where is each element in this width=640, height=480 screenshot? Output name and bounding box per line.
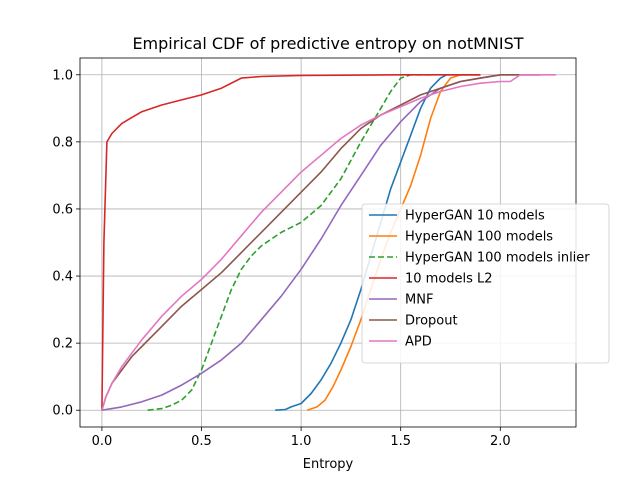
y-tick-label: 1.0 bbox=[52, 68, 73, 83]
series-line-3 bbox=[147, 74, 431, 411]
series-line-6 bbox=[101, 74, 541, 411]
plot-area: 0.0 0.5 1.0 1.5 2.0 0.0 0.2 0.4 0.6 0.8 1.0 bbox=[52, 57, 577, 449]
legend-label: Dropout bbox=[405, 314, 458, 329]
legend-box bbox=[361, 203, 610, 364]
series-line-7 bbox=[101, 74, 557, 411]
legend-label: APD bbox=[405, 335, 432, 350]
legend: HyperGAN 10 models HyperGAN 100 models Hyp… bbox=[361, 203, 610, 364]
series-line-4 bbox=[101, 74, 481, 411]
x-axis-label: Entropy bbox=[303, 457, 354, 472]
legend-label: HyperGAN 100 models inlier bbox=[405, 251, 590, 266]
y-tick-label: 0.6 bbox=[52, 202, 73, 217]
legend-label: HyperGAN 10 models bbox=[405, 209, 545, 224]
x-tick-label: 1.5 bbox=[390, 434, 411, 449]
x-tick-label: 0.0 bbox=[92, 434, 113, 449]
legend-label: HyperGAN 100 models bbox=[405, 230, 553, 245]
axis-ticks: 0.0 0.5 1.0 1.5 2.0 0.0 0.2 0.4 0.6 0.8 1.0 bbox=[52, 68, 510, 449]
x-tick-label: 2.0 bbox=[490, 434, 511, 449]
x-tick-label: 1.0 bbox=[291, 434, 312, 449]
y-tick-label: 0.0 bbox=[52, 404, 73, 419]
y-tick-label: 0.8 bbox=[52, 135, 73, 150]
legend-label: 10 models L2 bbox=[405, 272, 493, 287]
y-tick-label: 0.2 bbox=[52, 337, 73, 352]
y-tick-label: 0.4 bbox=[52, 270, 73, 285]
x-tick-label: 0.5 bbox=[191, 434, 212, 449]
chart-title: Empirical CDF of predictive entropy on n… bbox=[132, 34, 523, 53]
legend-label: MNF bbox=[405, 293, 433, 308]
